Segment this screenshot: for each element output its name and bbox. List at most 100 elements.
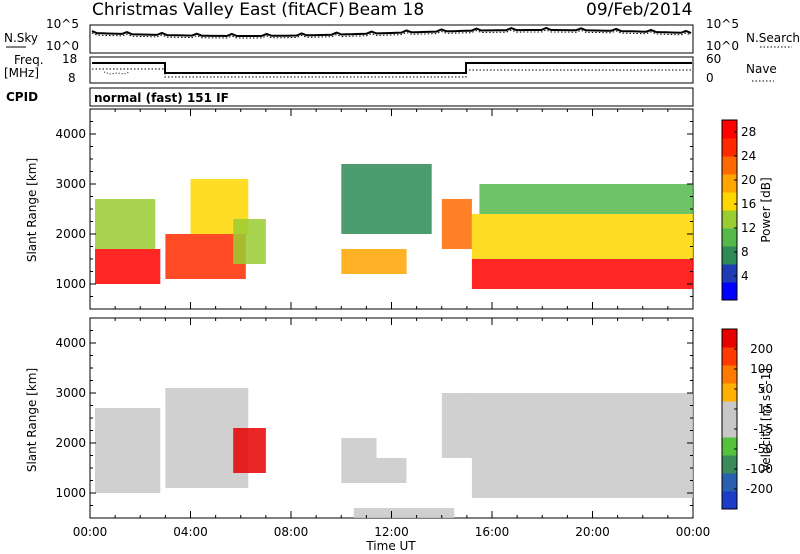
colorbar-swatch <box>722 246 737 265</box>
power-region-9 <box>471 214 693 259</box>
colorbar-swatch <box>722 365 737 384</box>
velocity-region-0 <box>95 408 161 493</box>
power-region-5 <box>341 249 407 274</box>
colorbar-swatch <box>722 491 737 510</box>
velocity-region-5 <box>441 393 472 458</box>
velocity-heatmap-panel: 1000 2000 3000 4000 <box>55 317 694 519</box>
y-tick-label: 1000 <box>55 486 86 500</box>
colorbar-tick-label: 8 <box>741 245 749 259</box>
power-region-7 <box>441 199 472 249</box>
colorbar-swatch <box>722 455 737 474</box>
x-tick-label: 12:00 <box>374 525 409 539</box>
cpid-value: normal (fast) 151 IF <box>94 91 229 105</box>
colorbar-tick-label: -100 <box>746 462 773 476</box>
colorbar-swatch <box>722 329 737 348</box>
colorbar-tick-label: 16 <box>741 197 756 211</box>
colorbar-tick-label: 20 <box>741 173 756 187</box>
colorbar-tick-label: 50 <box>758 382 773 396</box>
x-axis-label: Time UT <box>365 539 416 553</box>
velocity-region-4 <box>376 458 407 483</box>
colorbar-tick-label: 100 <box>750 362 773 376</box>
colorbar-swatch <box>722 264 737 283</box>
colorbar-frame <box>721 119 738 301</box>
colorbar-tick-label: 28 <box>741 125 756 139</box>
colorbar-frame <box>721 328 738 510</box>
colorbar-tick-label: 200 <box>750 342 773 356</box>
freq-panel <box>89 56 694 84</box>
y-tick-label: 1000 <box>55 277 86 291</box>
colorbar-tick-label: -15 <box>753 422 773 436</box>
power-region-10 <box>479 184 693 214</box>
nsearch-series-line <box>91 29 692 39</box>
colorbar-tick-label: 24 <box>741 149 756 163</box>
velocity-region-7 <box>353 508 455 518</box>
colorbar-tick-label: 12 <box>741 221 756 235</box>
x-tick-label: 08:00 <box>274 525 309 539</box>
colorbar-swatch <box>722 138 737 157</box>
power-region-2 <box>165 234 246 279</box>
colorbar-tick-label: -200 <box>746 482 773 496</box>
y-tick-label: 2000 <box>55 227 86 241</box>
cpid-panel <box>89 87 694 107</box>
nsearch-label: N.Search <box>746 31 800 45</box>
power-region-8 <box>471 259 693 289</box>
freq-label: Freq. <box>14 53 44 67</box>
date-label: 09/Feb/2014 <box>586 0 692 20</box>
velocity-ylabel: Slant Range [km] <box>25 368 39 472</box>
x-tick-label: 20:00 <box>575 525 610 539</box>
station-title: Christmas Valley East (fitACF) <box>92 0 345 20</box>
colorbar-swatch <box>722 192 737 211</box>
colorbar-swatch <box>722 383 737 402</box>
nave-label: Nave <box>746 62 777 76</box>
velocity-region-6 <box>471 393 693 498</box>
x-tick-label: 16:00 <box>475 525 510 539</box>
freq-series-line <box>92 62 692 74</box>
freq-tick-low: 8 <box>68 71 76 85</box>
power-region-1 <box>95 199 156 249</box>
colorbar-swatch <box>722 473 737 492</box>
nsky-series-line <box>91 26 692 38</box>
colorbar-tick-label: -50 <box>753 442 773 456</box>
velocity-colorbar: 200 100 50 15 -15 -50 -100 -200 <box>721 328 773 510</box>
colorbar-swatch <box>722 437 737 456</box>
velocity-region-3 <box>341 438 377 483</box>
power-region-6 <box>341 164 432 234</box>
nsky-label: N.Sky <box>4 31 38 45</box>
nave-scatter <box>103 71 131 75</box>
x-tick-label: 00:00 <box>676 525 711 539</box>
noise-tick-right-high: 10^5 <box>706 17 739 31</box>
power-region-4 <box>233 219 266 264</box>
velocity-colorbar-label: Velocity [m s^-1] <box>759 368 773 472</box>
colorbar-tick-label: 4 <box>741 269 749 283</box>
nave-tick-high: 60 <box>706 52 721 66</box>
power-region-0 <box>95 249 161 284</box>
nave-series-line <box>92 68 692 78</box>
cpid-label: CPID <box>6 90 38 104</box>
colorbar-swatch <box>722 156 737 175</box>
power-heatmap-panel: 1000 2000 3000 4000 <box>55 108 694 310</box>
y-tick-label: 3000 <box>55 177 86 191</box>
beam-label: Beam 18 <box>348 0 424 20</box>
y-tick-label: 3000 <box>55 386 86 400</box>
y-tick-label: 4000 <box>55 127 86 141</box>
nave-tick-low: 0 <box>706 71 714 85</box>
colorbar-tick-label: 15 <box>758 402 773 416</box>
colorbar-swatch <box>722 228 737 247</box>
colorbar-swatch <box>722 210 737 229</box>
x-tick-label: 00:00 <box>73 525 108 539</box>
y-tick-label: 2000 <box>55 436 86 450</box>
noise-tick-left-low: 10^0 <box>46 39 79 53</box>
colorbar-swatch <box>722 419 737 438</box>
y-tick-label: 4000 <box>55 336 86 350</box>
colorbar-swatch <box>722 347 737 366</box>
colorbar-swatch <box>722 401 737 420</box>
colorbar-swatch <box>722 120 737 139</box>
noise-tick-right-low: 10^0 <box>706 39 739 53</box>
power-ylabel: Slant Range [km] <box>25 158 39 262</box>
colorbar-swatch <box>722 174 737 193</box>
power-colorbar: 4 8 12 16 20 24 28 <box>721 119 756 301</box>
velocity-region-2 <box>233 428 266 473</box>
noise-tick-left-high: 10^5 <box>46 17 79 31</box>
noise-panel <box>89 24 694 54</box>
